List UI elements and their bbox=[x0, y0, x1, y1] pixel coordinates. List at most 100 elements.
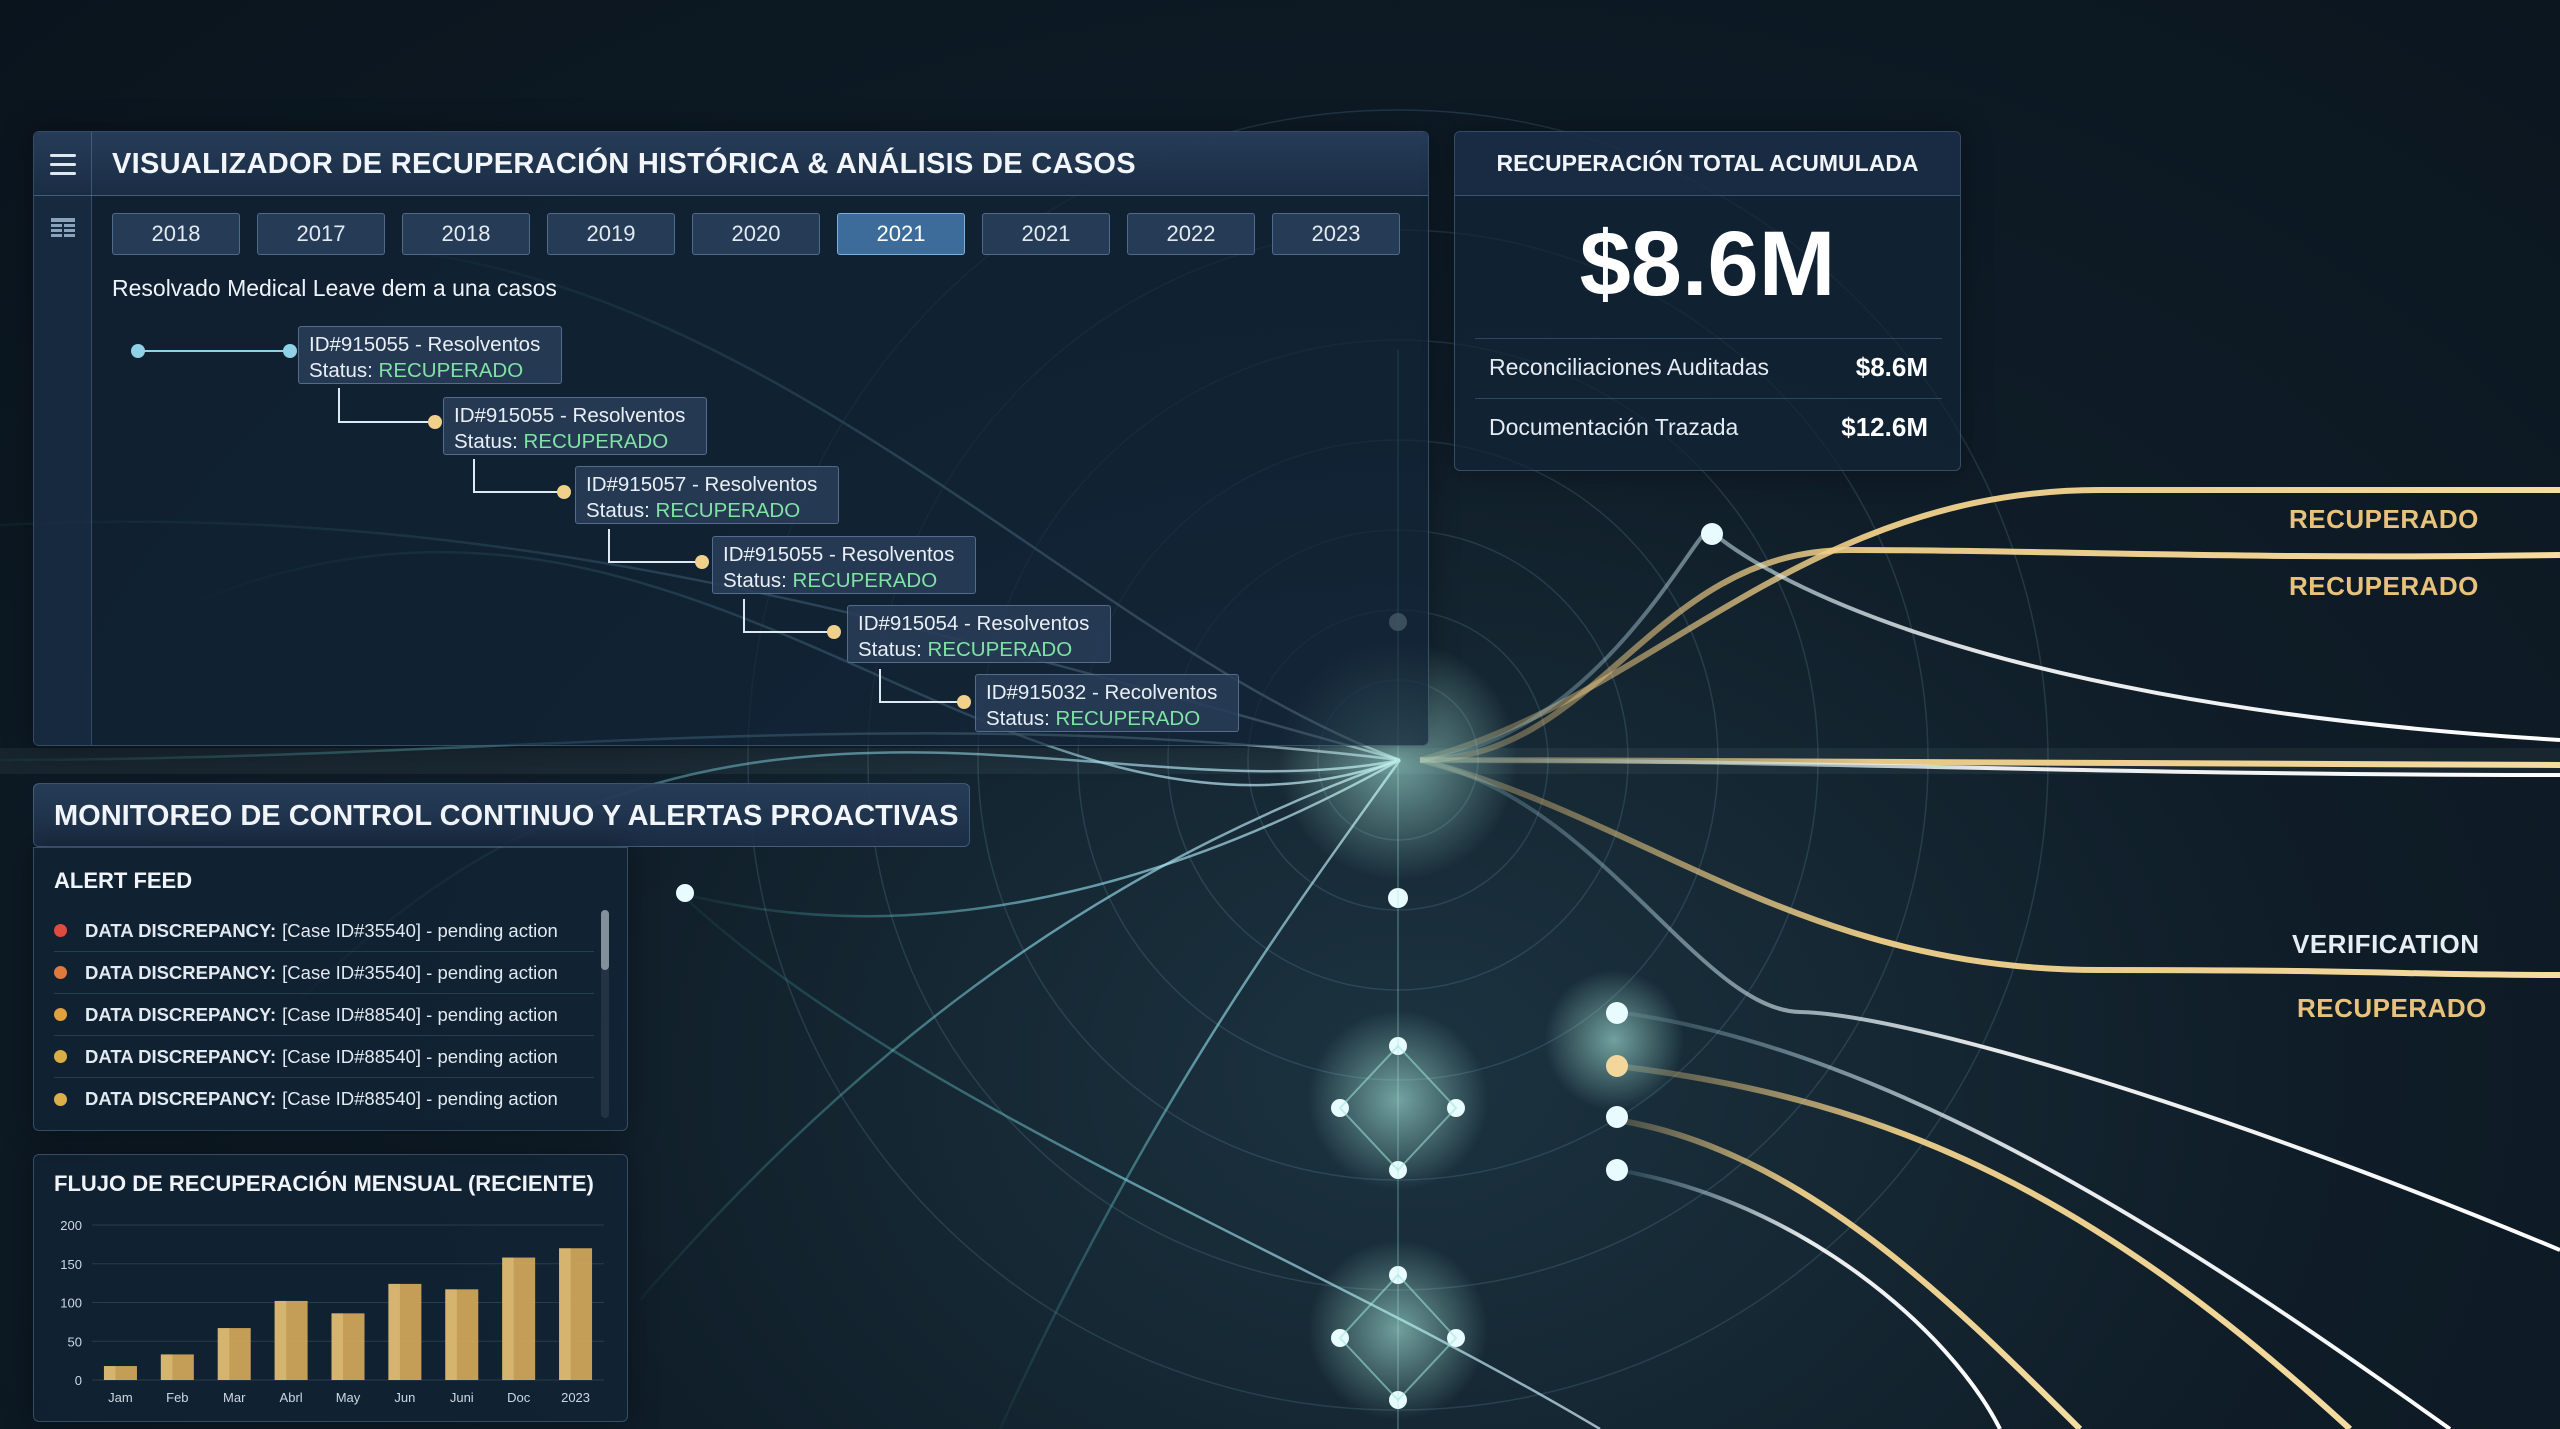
bar-highlight bbox=[217, 1328, 230, 1380]
chart-title: FLUJO DE RECUPERACIÓN MENSUAL (RECIENTE) bbox=[54, 1171, 594, 1196]
flow-label-recuperado: RECUPERADO bbox=[2289, 571, 2479, 601]
alert-type: DATA DISCREPANCY: bbox=[85, 1003, 277, 1025]
y-tick-label: 50 bbox=[68, 1334, 82, 1349]
kpi-row: Documentación Trazada $12.6M bbox=[1475, 398, 1942, 456]
alert-text: [Case ID#88540] - pending action bbox=[282, 1088, 558, 1109]
bar-highlight bbox=[331, 1313, 344, 1380]
x-tick-label: Jam bbox=[108, 1390, 133, 1405]
bar bbox=[274, 1300, 308, 1380]
tab-year[interactable]: 2022 bbox=[1127, 213, 1255, 255]
kpi-row-value: $12.6M bbox=[1841, 412, 1928, 442]
x-tick-label: Feb bbox=[166, 1390, 188, 1405]
tab-year-active[interactable]: 2021 bbox=[837, 213, 965, 255]
bar bbox=[331, 1313, 365, 1380]
alert-feed-panel: ALERT FEED DATA DISCREPANCY: [Case ID#35… bbox=[33, 847, 628, 1131]
severity-dot-icon bbox=[54, 966, 67, 979]
flow-label-verification: VERIFICATION bbox=[2292, 929, 2480, 959]
status-badge: RECUPERADO bbox=[523, 430, 669, 453]
case-visualizer-panel: VISUALIZADOR DE RECUPERACIÓN HISTÓRICA &… bbox=[33, 131, 1429, 746]
kpi-row-label: Documentación Trazada bbox=[1489, 414, 1739, 440]
scrollbar-thumb[interactable] bbox=[601, 910, 609, 970]
alert-text: [Case ID#35540] - pending action bbox=[282, 919, 558, 941]
status-label: Status: bbox=[723, 569, 787, 592]
tab-year[interactable]: 2021 bbox=[982, 213, 1110, 255]
bar bbox=[103, 1366, 137, 1380]
alert-type: DATA DISCREPANCY: bbox=[85, 1088, 277, 1109]
total-recovery-panel: RECUPERACIÓN TOTAL ACUMULADA $8.6M Recon… bbox=[1454, 131, 1961, 471]
kpi-total-value: $8.6M bbox=[1579, 213, 1836, 315]
panel-title: VISUALIZADOR DE RECUPERACIÓN HISTÓRICA &… bbox=[112, 148, 1136, 180]
hamburger-menu-icon[interactable] bbox=[34, 132, 92, 196]
case-id: ID#915057 - Resolventos bbox=[586, 473, 818, 496]
bar bbox=[160, 1354, 194, 1380]
alert-item[interactable]: DATA DISCREPANCY: [Case ID#88540] - pend… bbox=[54, 1078, 594, 1120]
alert-text: [Case ID#35540] - pending action bbox=[282, 961, 558, 983]
flow-label-recuperado: RECUPERADO bbox=[2297, 993, 2487, 1023]
case-id: ID#915032 - Recolventos bbox=[986, 681, 1218, 704]
bar-highlight bbox=[502, 1257, 514, 1380]
bar-highlight bbox=[559, 1248, 571, 1380]
alert-type: DATA DISCREPANCY: bbox=[85, 1045, 277, 1067]
tab-year[interactable]: 2020 bbox=[692, 213, 820, 255]
status-badge: RECUPERADO bbox=[1055, 707, 1201, 730]
alert-type: DATA DISCREPANCY: bbox=[85, 919, 277, 941]
status-label: Status: bbox=[586, 499, 650, 522]
status-label: Status: bbox=[858, 638, 922, 661]
x-tick-label: Jun bbox=[394, 1390, 415, 1405]
status-label: Status: bbox=[454, 430, 518, 453]
table-grid-icon[interactable] bbox=[51, 218, 75, 238]
alert-item[interactable]: DATA DISCREPANCY: [Case ID#35540] - pend… bbox=[54, 952, 594, 994]
case-card[interactable]: ID#915054 - Resolventos Status: RECUPERA… bbox=[847, 605, 1111, 663]
x-tick-label: Abrl bbox=[280, 1390, 303, 1405]
case-id: ID#915055 - Resolventos bbox=[723, 543, 955, 566]
y-tick-label: 200 bbox=[60, 1218, 82, 1233]
x-tick-label: 2023 bbox=[561, 1390, 590, 1405]
tab-year[interactable]: 2018 bbox=[112, 213, 240, 255]
alert-text: [Case ID#88540] - pending action bbox=[282, 1045, 558, 1067]
bar bbox=[502, 1257, 536, 1380]
monthly-recovery-chart-panel: FLUJO DE RECUPERACIÓN MENSUAL (RECIENTE)… bbox=[33, 1154, 628, 1422]
status-badge: RECUPERADO bbox=[655, 499, 801, 522]
case-id: ID#915055 - Resolventos bbox=[454, 404, 686, 427]
kpi-row-label: Reconciliaciones Auditadas bbox=[1489, 354, 1770, 380]
alert-type: DATA DISCREPANCY: bbox=[85, 961, 277, 983]
alert-feed-scrollbar[interactable] bbox=[601, 910, 609, 1118]
severity-dot-icon bbox=[54, 1050, 67, 1063]
status-badge: RECUPERADO bbox=[792, 569, 938, 592]
bar bbox=[445, 1289, 479, 1380]
flow-label-recuperado: RECUPERADO bbox=[2289, 504, 2479, 534]
panel-header: VISUALIZADOR DE RECUPERACIÓN HISTÓRICA &… bbox=[34, 132, 1428, 196]
bar-highlight bbox=[388, 1283, 400, 1380]
x-tick-label: Mar bbox=[223, 1390, 246, 1405]
alert-item[interactable]: DATA DISCREPANCY: [Case ID#35540] - pend… bbox=[54, 910, 594, 952]
x-tick-label: Doc bbox=[507, 1390, 531, 1405]
case-card[interactable]: ID#915057 - Resolventos Status: RECUPERA… bbox=[575, 466, 839, 524]
status-badge: RECUPERADO bbox=[927, 638, 1073, 661]
monitoring-section-title: MONITOREO DE CONTROL CONTINUO Y ALERTAS … bbox=[33, 783, 970, 847]
case-id: ID#915055 - Resolventos bbox=[309, 333, 541, 356]
bar bbox=[388, 1283, 422, 1380]
alert-item[interactable]: DATA DISCREPANCY: [Case ID#88540] - pend… bbox=[54, 994, 594, 1036]
x-tick-label: May bbox=[336, 1390, 361, 1405]
severity-dot-icon bbox=[54, 1092, 67, 1106]
tab-year[interactable]: 2018 bbox=[402, 213, 530, 255]
bar bbox=[217, 1328, 251, 1380]
status-label: Status: bbox=[309, 359, 373, 382]
bar-highlight bbox=[445, 1289, 457, 1380]
case-card[interactable]: ID#915055 - Resolventos Status: RECUPERA… bbox=[443, 397, 707, 455]
alert-item[interactable]: DATA DISCREPANCY: [Case ID#88540] - pend… bbox=[54, 1036, 594, 1078]
case-card[interactable]: ID#915032 - Recolventos Status: RECUPERA… bbox=[975, 674, 1239, 732]
severity-dot-icon bbox=[54, 924, 67, 937]
y-tick-label: 150 bbox=[60, 1257, 82, 1272]
tab-year[interactable]: 2023 bbox=[1272, 213, 1400, 255]
bar-highlight bbox=[274, 1300, 287, 1380]
kpi-row-value: $8.6M bbox=[1855, 352, 1928, 382]
tab-year[interactable]: 2019 bbox=[547, 213, 675, 255]
bar bbox=[559, 1248, 593, 1380]
severity-dot-icon bbox=[54, 1008, 67, 1021]
tab-year[interactable]: 2017 bbox=[257, 213, 385, 255]
case-card[interactable]: ID#915055 - Resolventos Status: RECUPERA… bbox=[298, 326, 562, 384]
case-card[interactable]: ID#915055 - Resolventos Status: RECUPERA… bbox=[712, 536, 976, 594]
bar-highlight bbox=[103, 1366, 116, 1380]
case-id: ID#915054 - Resolventos bbox=[858, 612, 1090, 635]
